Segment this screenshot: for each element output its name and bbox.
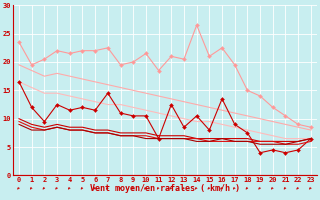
X-axis label: Vent moyen/en rafales ( km/h ): Vent moyen/en rafales ( km/h ) (90, 184, 240, 193)
